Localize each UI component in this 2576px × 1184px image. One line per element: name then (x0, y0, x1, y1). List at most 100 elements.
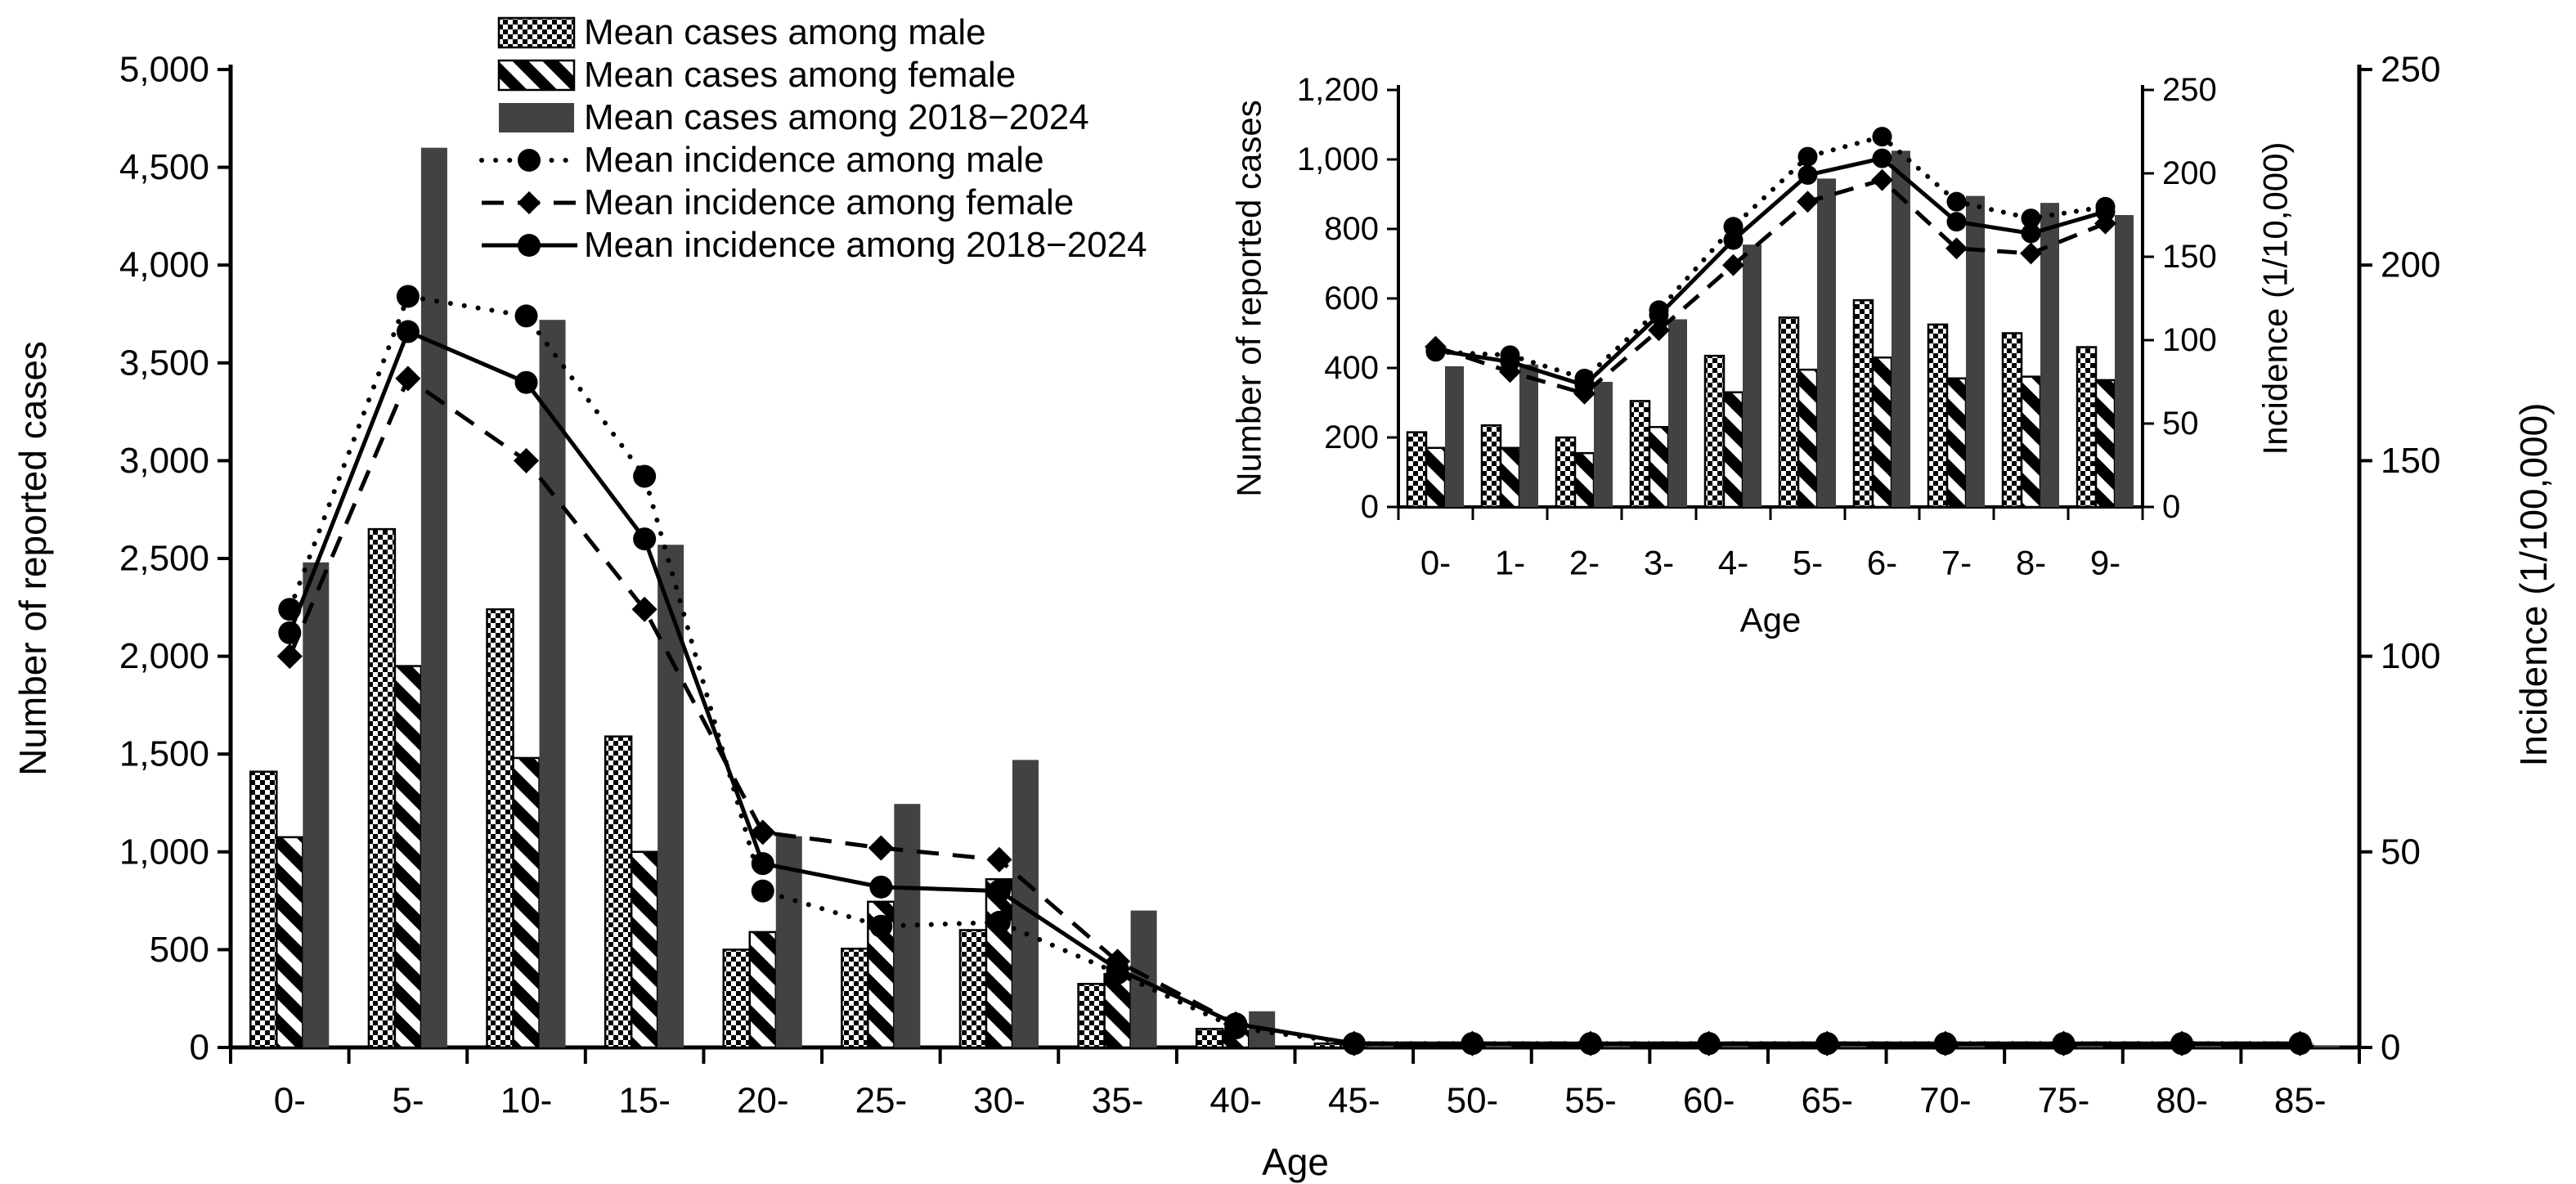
inset-right-tick-label: 100 (2162, 322, 2217, 358)
main-circle-marker-0- (278, 621, 302, 644)
inset-circle-marker-2- (1574, 375, 1595, 396)
main-circle-marker-15- (633, 464, 657, 488)
inset-x-tick-label: 4- (1718, 544, 1748, 582)
main-circle-marker-0- (278, 598, 302, 621)
inset-circle-marker-9- (2095, 201, 2116, 222)
main-x-tick-label: 30- (973, 1081, 1025, 1121)
legend-swatch-stripe-icon (497, 59, 576, 92)
main-bar-checker-65- (1787, 1044, 1815, 1049)
inset-x-tick-label: 9- (2090, 544, 2120, 582)
main-bar-stripe-0- (276, 836, 304, 1049)
legend-item-incidence-female: Mean incidence among female (478, 182, 1147, 224)
main-right-tick-label: 150 (2381, 441, 2440, 481)
inset-right-tick-label: 250 (2162, 72, 2217, 108)
inset-right-tick-label: 0 (2162, 489, 2180, 525)
main-left-tick-label: 0 (190, 1028, 209, 1068)
inset-right-tick-label: 50 (2162, 406, 2199, 442)
inset-line-solid (1435, 155, 2107, 388)
main-x-tick-label: 80- (2156, 1081, 2208, 1121)
checker-bar-swatch (497, 16, 576, 49)
main-bar-checker-5- (367, 527, 397, 1049)
legend-swatch-dotted-line-icon (479, 149, 580, 172)
main-x-tick-label: 25- (855, 1081, 908, 1121)
main-right-tick-label: 0 (2381, 1028, 2400, 1068)
main-x-tick-label: 20- (737, 1081, 789, 1121)
main-circle-marker-80- (2170, 1032, 2194, 1056)
main-bar-checker-25- (841, 947, 869, 1049)
main-bar-checker-80- (2141, 1044, 2170, 1049)
main-x-axis-title: Age (1262, 1141, 1329, 1183)
main-left-tick-label: 2,000 (119, 636, 209, 676)
main-circle-marker-10- (514, 304, 538, 328)
inset-bar-stripe-3- (1648, 426, 1670, 509)
main-left-tick-label: 500 (150, 930, 209, 970)
main-x-tick-label: 0- (274, 1081, 306, 1121)
main-diamond-marker-25- (868, 835, 894, 861)
main-line-dotted (287, 294, 2303, 1047)
main-circle-marker-5- (396, 320, 420, 343)
main-circle-marker-25- (869, 914, 893, 938)
inset-left-tick-label: 1,000 (1297, 141, 1379, 177)
legend-swatch-solid (499, 103, 574, 132)
main-left-tick-label: 3,000 (119, 441, 209, 481)
inset-bar-solid-7- (1966, 195, 1985, 507)
inset-left-tick-label: 400 (1324, 350, 1379, 386)
inset-right-axis-title: Incidence (1/10,000) (2256, 142, 2295, 455)
main-diamond-marker-10- (513, 447, 540, 473)
inset-bar-solid-3- (1668, 319, 1687, 507)
legend-item-incidence-male: Mean incidence among male (478, 139, 1147, 182)
legend-label: Mean cases among male (584, 12, 986, 52)
inset-x-axis-title: Age (1740, 601, 1802, 639)
main-x-tick-label: 45- (1328, 1081, 1380, 1121)
main-bar-solid-85- (2313, 1046, 2340, 1047)
legend-swatch-checker-icon (497, 16, 576, 49)
main-bar-stripe-30- (985, 878, 1014, 1049)
main-left-tick-label: 1,500 (119, 734, 209, 774)
main-right-tick-label: 50 (2381, 832, 2421, 872)
main-x-tick-label: 65- (1801, 1081, 1853, 1121)
main-circle-marker-30- (987, 910, 1011, 934)
main-bar-stripe-35- (1103, 973, 1132, 1049)
main-bar-stripe-5- (393, 665, 423, 1049)
inset-bar-stripe-5- (1797, 368, 1819, 509)
inset-bar-solid-9- (2115, 215, 2134, 507)
legend-label: Mean incidence among 2018−2024 (584, 225, 1147, 265)
inset-circle-marker-5- (1797, 146, 1818, 167)
main-circle-marker-25- (869, 875, 893, 899)
main-right-tick-label: 250 (2381, 50, 2440, 90)
inset-circle-marker-7- (1946, 191, 1967, 212)
main-circle-marker-50- (1461, 1032, 1484, 1056)
inset-right-tick-label: 150 (2162, 239, 2217, 275)
main-bar-checker-70- (1905, 1044, 1934, 1049)
inset-bar-stripe-2- (1573, 451, 1595, 509)
main-bar-solid-5- (420, 147, 447, 1048)
main-x-tick-label: 50- (1447, 1081, 1499, 1121)
inset-bar-stripe-4- (1722, 391, 1744, 509)
main-circle-marker-45- (1342, 1032, 1366, 1056)
main-bar-checker-40- (1195, 1028, 1224, 1049)
stripe-bar-swatch (497, 59, 576, 92)
legend: Mean cases among male Mean cases among f… (478, 11, 1147, 267)
main-x-tick-label: 5- (392, 1081, 424, 1121)
inset-bar-checker-7- (1927, 323, 1949, 509)
main-circle-marker-10- (514, 370, 538, 394)
inset-circle-marker-6- (1872, 148, 1892, 168)
main-circle-marker-60- (1697, 1032, 1721, 1056)
main-right-axis-title: Incidence (1/100,000) (2512, 403, 2555, 767)
legend-label: Mean cases among 2018−2024 (584, 97, 1089, 137)
inset-left-axis-title: Number of reported cases (1230, 100, 1268, 497)
main-bar-checker-50- (1432, 1044, 1461, 1049)
main-left-tick-label: 4,500 (119, 147, 209, 187)
legend-item-cases-male: Mean cases among male (478, 11, 1147, 54)
inset-circle-marker-6- (1872, 127, 1892, 147)
legend-item-incidence-overall: Mean incidence among 2018−2024 (478, 224, 1147, 267)
inset-left-tick-label: 600 (1324, 280, 1379, 316)
legend-label: Mean cases among female (584, 55, 1016, 95)
inset-left-tick-label: 800 (1324, 211, 1379, 247)
main-bar-checker-55- (1550, 1044, 1579, 1049)
inset-bar-checker-0- (1406, 431, 1428, 509)
inset-circle-marker-3- (1649, 305, 1669, 325)
inset-bar-stripe-8- (2020, 375, 2042, 509)
circle-marker-icon (518, 149, 541, 172)
inset-diamond-marker-8- (2020, 242, 2042, 265)
